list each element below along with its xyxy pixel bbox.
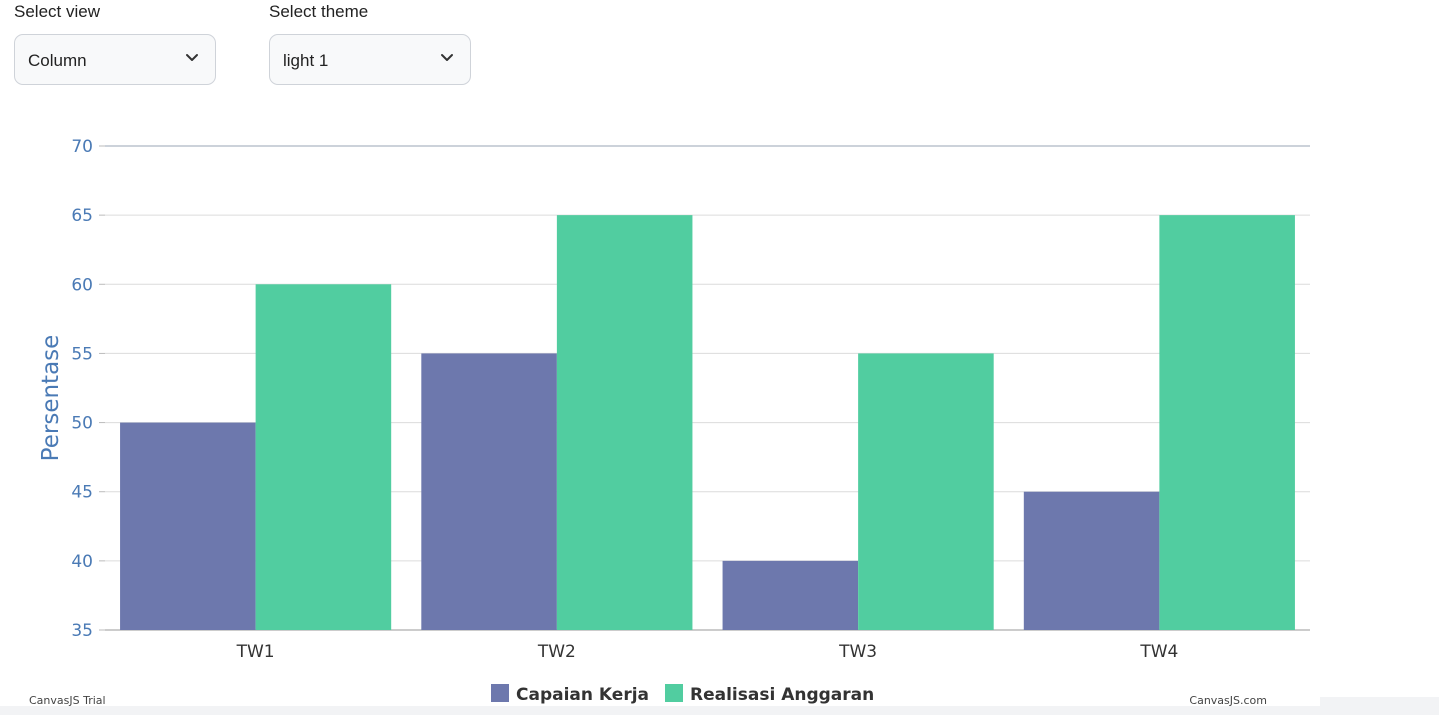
theme-select-label: Select theme — [269, 2, 369, 21]
right-strip — [1320, 697, 1439, 715]
credit-right: CanvasJS.com — [1189, 694, 1267, 707]
credit-left: CanvasJS Trial — [29, 694, 106, 707]
legend-swatch — [665, 684, 683, 702]
y-tick-label: 65 — [71, 206, 93, 226]
x-tick-label: TW3 — [838, 642, 877, 662]
chevron-down-icon — [441, 54, 453, 61]
x-tick-label: TW2 — [537, 642, 576, 662]
bottom-strip — [0, 706, 1439, 715]
legend-swatch — [491, 684, 509, 702]
y-tick-label: 35 — [71, 621, 93, 641]
bar-tw1-realisasi-anggaran — [255, 284, 392, 630]
bar-tw4-realisasi-anggaran — [1159, 215, 1295, 630]
x-tick-label: TW1 — [236, 642, 275, 662]
bar-tw3-realisasi-anggaran — [858, 353, 994, 630]
legend-label: Capaian Kerja — [516, 685, 649, 705]
y-tick-label: 40 — [71, 552, 93, 572]
x-tick-label: TW4 — [1139, 642, 1178, 662]
y-tick-label: 70 — [71, 137, 93, 157]
bar-tw4-capaian-kerja — [1023, 491, 1160, 630]
y-axis-title: Persentase — [38, 335, 64, 462]
y-tick-label: 60 — [71, 275, 93, 295]
y-tick-label: 45 — [71, 483, 93, 503]
bar-tw2-realisasi-anggaran — [556, 215, 693, 630]
theme-select-value: light 1 — [283, 51, 329, 70]
y-tick-label: 50 — [71, 414, 93, 434]
view-select[interactable]: Column — [14, 34, 216, 85]
chevron-down-icon — [186, 54, 198, 61]
view-select-value: Column — [28, 51, 87, 70]
bar-tw1-capaian-kerja — [120, 422, 256, 630]
bar-tw2-capaian-kerja — [421, 353, 557, 630]
theme-select[interactable]: light 1 — [269, 34, 471, 85]
bar-tw3-capaian-kerja — [722, 560, 859, 630]
y-tick-label: 55 — [71, 344, 93, 364]
legend-label: Realisasi Anggaran — [690, 685, 874, 705]
view-select-label: Select view — [14, 2, 100, 21]
